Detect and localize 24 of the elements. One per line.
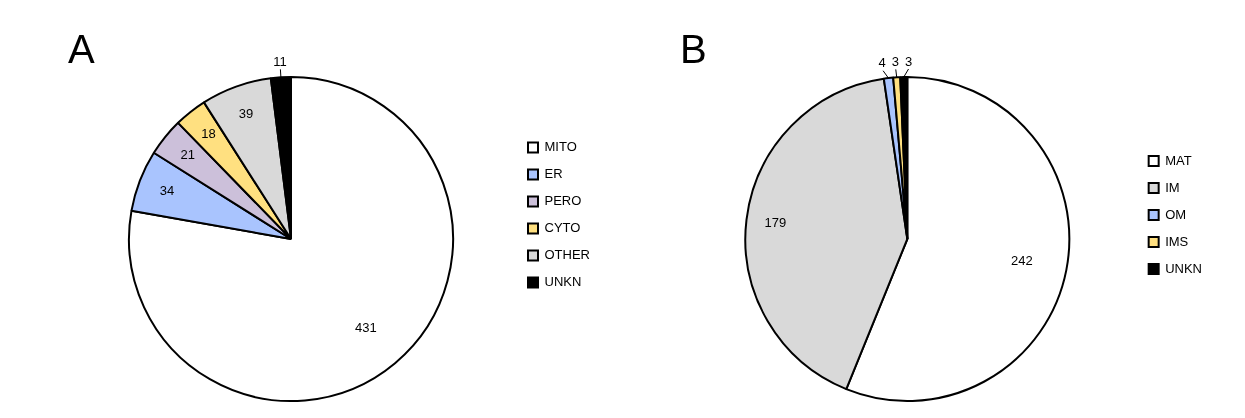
legend-label: OTHER (544, 247, 590, 263)
data-label: 179 (764, 214, 787, 230)
legend-label: UNKN (1165, 260, 1203, 276)
legend-label: MAT (1165, 152, 1192, 168)
data-label: 34 (159, 182, 175, 198)
data-label: 3 (891, 53, 899, 69)
data-label: 431 (355, 319, 377, 335)
chart-title: A (68, 27, 95, 72)
data-label: 4 (878, 55, 886, 71)
legend-label: PERO (544, 193, 582, 209)
legend-label: CYTO (544, 220, 581, 236)
data-label: 39 (238, 105, 254, 121)
data-label: 11 (273, 53, 287, 69)
legend-label: IMS (1165, 233, 1189, 249)
data-label: 21 (180, 147, 195, 162)
chart-title: B (680, 27, 707, 72)
legend-label: MITO (544, 139, 577, 155)
legend-label: ER (544, 166, 563, 182)
legend-label: UNKN (544, 274, 582, 290)
legend-label: OM (1165, 206, 1187, 222)
data-label: 3 (904, 53, 913, 69)
data-label: 18 (201, 126, 216, 142)
data-label: 242 (1010, 252, 1033, 268)
legend-label: IM (1165, 179, 1180, 195)
